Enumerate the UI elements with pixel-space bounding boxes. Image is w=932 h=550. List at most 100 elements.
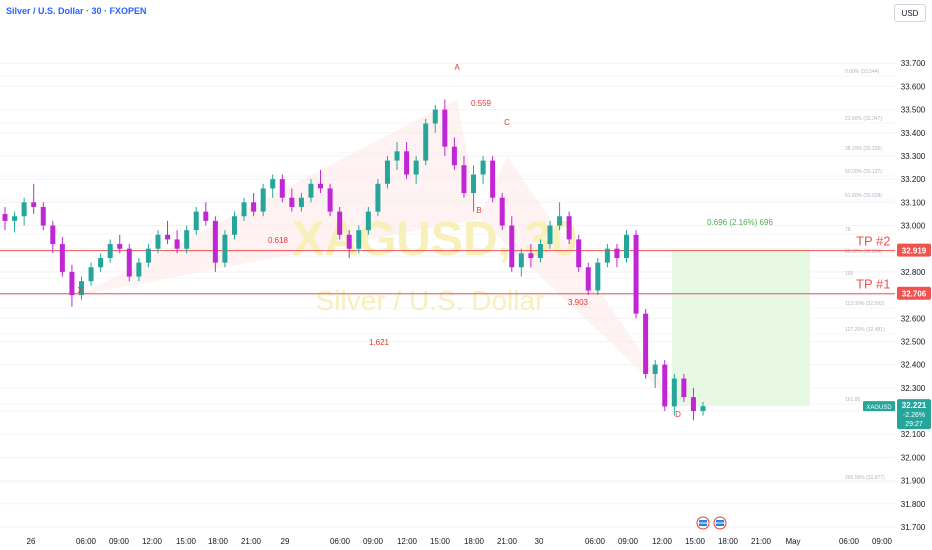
price-tick-label: 32.500 [901,337,926,346]
candle-body [576,239,582,268]
time-tick-label: 09:00 [618,537,639,546]
candle-body [624,234,630,258]
fib-label: 61.80% (33.028) [845,193,882,199]
countdown-text: 29:27 [905,421,923,428]
time-tick-label: 21:00 [497,537,518,546]
time-tick-label: 06:00 [330,537,351,546]
price-tick-label: 33.700 [901,59,926,68]
candle-body [155,234,161,249]
candle-body [365,211,371,231]
fib-label: 100 [845,271,854,277]
candle-body [270,179,276,189]
fib-label: 127.20% (32.481) [845,327,885,333]
tp-axis-tag-text: 32.919 [902,247,927,256]
candle-body [394,151,400,161]
candle-body [12,216,18,221]
candle-body [241,202,247,217]
price-tick-label: 33.500 [901,106,926,115]
candle-body [78,281,84,296]
candle-body [585,267,591,291]
candle-body [184,230,190,249]
currency-button[interactable]: USD [894,4,926,22]
candle-body [69,271,75,296]
candle-body [537,244,543,258]
target-label: 0.696 (2.16%) 696 [707,218,773,227]
price-tick-label: 32.400 [901,361,926,370]
fib-label: 78. [845,227,852,233]
harmonic-point-label: C [504,118,510,127]
candle-body [604,248,610,263]
price-tick-label: 31.900 [901,477,926,486]
time-tick-label: 15:00 [176,537,197,546]
candle-body [21,202,27,217]
price-change-text: -2.26% [903,412,925,419]
time-tick-label: 12:00 [652,537,673,546]
price-tick-label: 32.300 [901,384,926,393]
candle-body [375,183,381,212]
candle-body [251,202,257,212]
time-axis: 26 06:00 09:00 12:00 15:00 18:00 21:00 29 06:00 0… [27,537,893,546]
candle-body [2,213,8,221]
price-tick-label: 33.400 [901,129,926,138]
candle-body [509,225,515,268]
tp-axis-tag [897,286,931,300]
candle-body [662,364,668,407]
candle-body [98,257,104,268]
harmonic-xab [80,99,479,296]
candle-body [117,244,123,249]
candle-body [432,109,438,124]
time-tick-label: 09:00 [872,537,893,546]
candle-body [59,244,65,272]
time-tick-label: 06:00 [585,537,606,546]
harmonic-ratio-label: 0.618 [268,236,289,245]
symbol-tag-text: XAGUSD [866,405,892,411]
harmonic-ratio-label: 1.621 [369,338,390,347]
fib-label: 38.20% (33.225) [845,146,882,152]
price-tick-label: 33.300 [901,152,926,161]
watermark-symbol: XAGUSD, 30 [292,213,577,266]
fib-label: 200.00% (31.877) [845,475,885,481]
candle-body [346,234,352,249]
candle-body [298,197,304,207]
candle-body [88,267,94,282]
candle-body [165,234,171,240]
price-tick-label: 31.800 [901,500,926,509]
tp-axis-tag [897,243,931,257]
candle-body [308,183,314,198]
fib-label: 23.60% (33.347) [845,116,882,122]
candle-body [518,253,524,268]
candle-body [174,239,180,249]
time-tick-label: 21:00 [241,537,262,546]
harmonic-bcd [479,155,678,407]
candle-body [356,230,362,249]
candle-body [31,202,37,207]
candle-body [480,160,486,175]
price-tick-label: 32.100 [901,430,926,439]
fib-label: 161.80 [845,397,861,403]
harmonic-point-label: D [675,410,681,419]
candle-body [595,262,601,291]
price-tick-label: 33.000 [901,222,926,231]
candle-body [423,123,429,161]
event-flag-icon [696,516,710,530]
candle-body [193,211,199,231]
candle-body [136,262,142,277]
candle-body [203,211,209,221]
time-tick-label: 18:00 [208,537,229,546]
time-tick-label: 21:00 [751,537,772,546]
candle-body [547,225,553,245]
target-zone [672,248,810,407]
candle-body [404,151,410,175]
price-axis-bg [896,0,932,550]
candle-body [700,406,706,412]
candle-body [490,160,496,198]
candle-body [643,313,649,374]
price-tick-label: 33.600 [901,82,926,91]
candle-body [451,146,457,166]
price-tick-label: 33.100 [901,198,926,207]
time-tick-label: 15:00 [430,537,451,546]
harmonic-ratio-label: 0.559 [471,99,492,108]
candle-body [231,216,237,235]
time-tick-label: 12:00 [397,537,418,546]
